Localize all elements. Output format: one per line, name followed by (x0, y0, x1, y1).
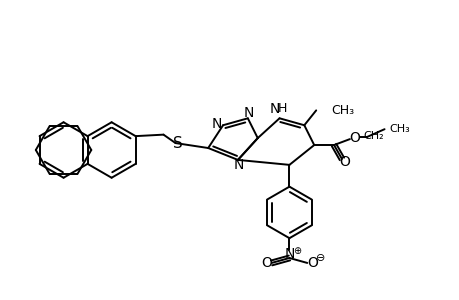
Text: N: N (212, 117, 222, 131)
Text: O: O (349, 131, 359, 145)
Text: ⊕: ⊕ (293, 246, 301, 256)
Text: N: N (243, 106, 253, 120)
Text: S: S (172, 136, 182, 151)
Text: H: H (277, 102, 286, 115)
Text: CH₃: CH₃ (330, 104, 353, 117)
Text: N: N (269, 102, 279, 116)
Text: CH₂: CH₂ (363, 131, 384, 141)
Text: O: O (261, 256, 272, 270)
Text: N: N (233, 158, 244, 172)
Text: ⊖: ⊖ (316, 253, 325, 263)
Text: CH₃: CH₃ (389, 124, 409, 134)
Text: O: O (306, 256, 317, 270)
Text: N: N (284, 247, 294, 261)
Text: O: O (339, 155, 350, 169)
